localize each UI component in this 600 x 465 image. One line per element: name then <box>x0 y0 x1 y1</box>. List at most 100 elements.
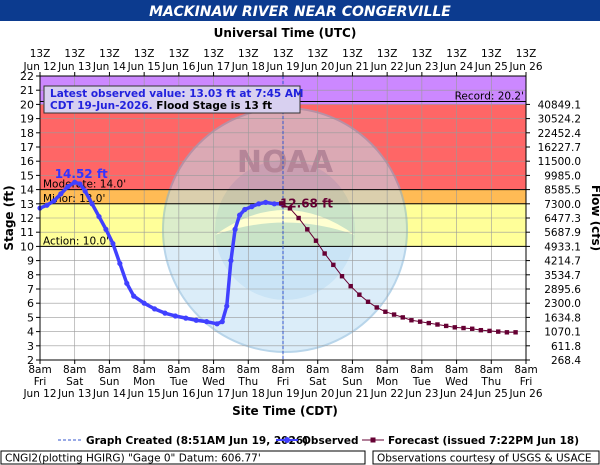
utc-tick-date: Jun 25 <box>474 61 508 73</box>
watermark-inner <box>215 160 355 300</box>
info-line-2: CDT 19-Jun-2026. Flood Stage is 13 ft <box>50 100 272 112</box>
stage-tick-label: 15 <box>20 169 34 182</box>
forecast-point <box>513 330 518 335</box>
forecast-point <box>296 215 301 221</box>
forecast-series-line <box>281 202 516 333</box>
observed-point <box>151 306 158 312</box>
site-time-tick-hour: 8am <box>445 364 468 376</box>
footer-right-text: Observations courtesy of USGS & USACE <box>377 453 592 465</box>
stage-tick-label: 14 <box>20 184 34 197</box>
forecast-point <box>461 325 466 331</box>
stage-tick-label: 11 <box>20 226 34 239</box>
utc-tick-date: Jun 15 <box>127 61 161 73</box>
site-time-tick-hour: 8am <box>341 364 364 376</box>
site-time-tick-day: Sat <box>309 376 326 388</box>
stage-tick-label: 5 <box>27 311 34 324</box>
observed-point <box>237 212 243 218</box>
stage-tick-label: 21 <box>20 84 34 97</box>
observed-point <box>103 226 109 232</box>
flow-tick-label: 40849.1 <box>538 99 581 111</box>
site-time-tick-hour: 8am <box>375 364 398 376</box>
observed-point <box>232 226 238 232</box>
utc-tick-date: Jun 14 <box>92 61 126 73</box>
observed-point <box>228 258 234 264</box>
flow-tick-label: 30524.2 <box>538 114 581 126</box>
stage-tick-label: 22 <box>20 70 34 83</box>
utc-tick-date: Jun 18 <box>231 61 265 73</box>
stage-tick-label: 2 <box>27 354 34 367</box>
observed-point <box>89 201 95 207</box>
flow-tick-label: 11500.0 <box>538 156 581 168</box>
top-axis-label: Universal Time (UTC) <box>214 26 357 40</box>
forecast-point <box>348 283 353 289</box>
utc-tick-date: Jun 12 <box>22 61 56 73</box>
utc-tick-hour: 13Z <box>446 48 467 60</box>
utc-tick-hour: 13Z <box>203 48 224 60</box>
forecast-point <box>504 330 510 335</box>
threshold-label: Record: 20.2' <box>455 91 524 103</box>
utc-tick-date: Jun 17 <box>196 61 230 73</box>
utc-tick-date: Jun 21 <box>335 61 369 73</box>
utc-tick-date: Jun 20 <box>300 61 334 73</box>
observed-point <box>131 293 137 299</box>
forecast-point <box>417 319 423 324</box>
info-line-2-flood: Flood Stage is 13 ft <box>156 100 272 112</box>
flow-tick-label: 2300.0 <box>544 298 581 310</box>
forecast-point <box>279 201 284 206</box>
footer-left-box <box>0 450 366 465</box>
site-time-tick-hour: 8am <box>271 364 294 376</box>
flow-tick-label: 4214.7 <box>544 256 581 268</box>
stage-tick-label: 4 <box>27 326 34 339</box>
flow-tick-label: 1070.1 <box>544 327 581 339</box>
site-time-tick-day: Sat <box>66 376 83 388</box>
peak-stage-label: 14.52 ft <box>55 167 108 181</box>
flow-axis-ticks: 268.4 611.8 1070.1 1634.8 2300.0 2895.6 3534.7… <box>526 99 581 367</box>
observed-point <box>172 313 178 319</box>
legend-forecast-marker <box>370 437 376 443</box>
flow-tick-label: 8585.5 <box>544 185 581 197</box>
plot-area: NOAA Action: 10.0'Minor: 13.0'Moderate: … <box>37 75 527 361</box>
forecast-point <box>331 262 336 268</box>
site-time-tick-hour: 8am <box>306 364 329 376</box>
stage-tick-label: 20 <box>20 98 34 111</box>
observed-point <box>256 201 262 207</box>
utc-tick-hour: 13Z <box>134 48 155 60</box>
forecast-point <box>374 305 379 310</box>
forecast-point <box>487 328 492 334</box>
utc-tick-hour: 13Z <box>412 48 433 60</box>
site-time-tick-day: Fri <box>34 376 47 388</box>
observed-point <box>58 191 64 197</box>
flow-tick-label: 16227.7 <box>538 142 581 154</box>
site-time-tick-date: Jun 15 <box>127 388 161 400</box>
site-time-tick-day: Fri <box>520 376 533 388</box>
stage-tick-label: 19 <box>20 113 34 126</box>
observed-point <box>96 213 102 220</box>
utc-tick-hour: 13Z <box>342 48 363 60</box>
footer-right-box <box>372 450 600 465</box>
stage-tick-label: 10 <box>20 240 34 253</box>
observed-point <box>271 201 277 207</box>
forecast-point <box>400 315 405 320</box>
forecast-points <box>279 201 518 335</box>
stage-tick-label: 18 <box>20 127 34 140</box>
stage-axis-label: Stage (ft) <box>2 185 16 250</box>
observed-point <box>82 188 88 194</box>
latest-value-box: Latest observed value: 13.03 ft at 7:45 … <box>43 85 303 114</box>
stage-tick-label: 3 <box>27 340 34 353</box>
site-time-tick-day: Tue <box>169 376 188 388</box>
site-time-tick-day: Wed <box>202 376 225 388</box>
observed-point <box>162 310 168 316</box>
site-time-tick-hour: 8am <box>237 364 260 376</box>
legend-observed-marker <box>284 437 290 443</box>
site-time-tick-hour: 8am <box>63 364 86 376</box>
observed-point <box>117 260 123 267</box>
site-time-tick-date: Jun 21 <box>335 388 369 400</box>
info-line-1: Latest observed value: 13.03 ft at 7:45 … <box>50 88 303 100</box>
site-time-tick-hour: 8am <box>28 364 51 376</box>
site-time-tick-day: Tue <box>412 376 431 388</box>
site-time-tick-date: Jun 14 <box>92 388 126 400</box>
forecast-point <box>469 326 475 331</box>
site-time-axis-label: Site Time (CDT) <box>232 404 338 418</box>
